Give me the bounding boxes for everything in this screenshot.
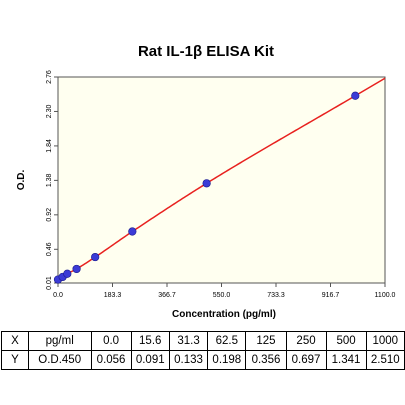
fit-curve — [57, 77, 386, 281]
table-cell: 0.091 — [130, 350, 170, 370]
table-cell: 500 — [325, 331, 367, 351]
x-tick-label: 916.7 — [322, 292, 340, 299]
table-cell: 0.133 — [168, 350, 209, 370]
data-points — [53, 91, 360, 284]
data-point — [72, 264, 81, 274]
x-tick-label: 550.0 — [213, 292, 231, 299]
y-tick-label: 1.84 — [46, 139, 53, 153]
table-cell: 31.3 — [168, 331, 209, 351]
table-cell: 2.510 — [365, 350, 405, 370]
x-tick-label: 366.7 — [158, 292, 176, 299]
table-row-header: X — [1, 331, 29, 351]
x-axis-label: Concentration (pg/ml) — [172, 309, 276, 320]
table-cell: 250 — [285, 331, 327, 351]
y-tick-label: 2.76 — [46, 70, 53, 84]
data-point — [351, 91, 360, 100]
x-tick-label: 183.3 — [104, 292, 122, 299]
x-tick-label: 1100.0 — [375, 292, 396, 299]
table-cell: 0.198 — [207, 350, 247, 370]
table-cell: 0.056 — [90, 350, 132, 370]
x-ticks: 0.0 183.3 366.7 550.0 733.3 916.7 1100.0 — [53, 283, 396, 299]
table-cell: 0.356 — [245, 350, 287, 370]
table-row-header: Y — [1, 350, 29, 370]
y-tick-label: 0.92 — [46, 208, 53, 222]
table-cell: 0.697 — [285, 350, 327, 370]
table-cell: 125 — [245, 331, 287, 351]
x-tick-label: 0.0 — [53, 292, 63, 299]
chart-panel: Rat IL-1β ELISA Kit 0.0 183.3 366.7 550.0 73… — [4, 4, 401, 327]
table-cell: 0.0 — [90, 331, 132, 351]
y-tick-label: 0.01 — [46, 276, 53, 290]
table-cell: 1.341 — [325, 350, 367, 370]
y-axis-label: O.D. — [16, 170, 27, 191]
plot-area — [57, 76, 386, 284]
table-cell: 15.6 — [130, 331, 170, 351]
data-point — [128, 227, 137, 236]
y-tick-label: 2.30 — [46, 105, 53, 119]
data-point — [91, 252, 100, 262]
data-point — [63, 269, 72, 278]
y-tick-label: 1.38 — [46, 173, 53, 187]
table-cell: 62.5 — [207, 331, 247, 351]
chart-svg: Rat IL-1β ELISA Kit 0.0 183.3 366.7 550.0 73… — [16, 43, 396, 320]
table-cell: O.D.450 — [27, 350, 92, 370]
chart-title: Rat IL-1β ELISA Kit — [138, 43, 274, 60]
table-cell: 1000 — [365, 331, 405, 351]
table-row: Y O.D.450 0.056 0.091 0.133 0.198 0.356 0.697 1.… — [1, 350, 405, 370]
table-cell: pg/ml — [27, 331, 92, 351]
data-point — [202, 179, 211, 188]
y-tick-label: 0.46 — [46, 242, 53, 256]
x-tick-label: 733.3 — [267, 292, 285, 299]
y-ticks: 0.01 0.46 0.92 1.38 1.84 2.30 2.76 — [46, 70, 58, 290]
